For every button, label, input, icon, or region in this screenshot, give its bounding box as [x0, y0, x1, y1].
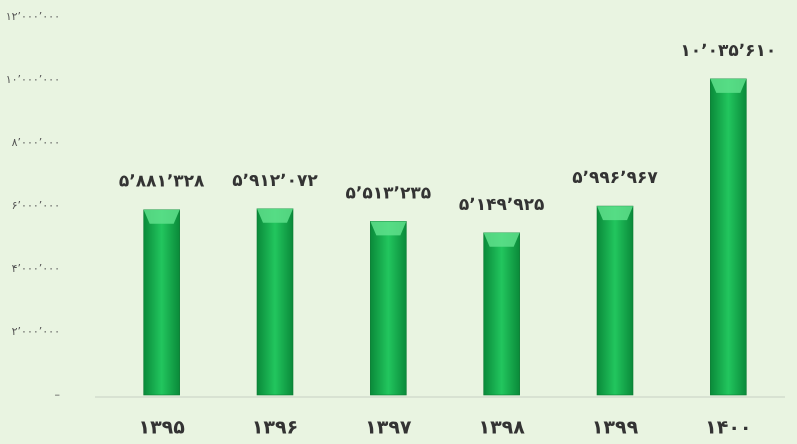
y-tick-label: ۱۲٬۰۰۰٬۰۰۰	[6, 10, 60, 23]
value-label: ۵٬۹۹۶٬۹۶۷	[572, 168, 658, 188]
x-tick-label: ۱۳۹۶	[252, 417, 298, 439]
x-tick-label: ۱۳۹۵	[138, 417, 185, 439]
bar-cap	[483, 232, 520, 247]
y-tick-label: –	[55, 388, 61, 401]
bar	[256, 208, 294, 396]
bar-cap	[597, 206, 633, 221]
bar-cap	[143, 209, 180, 224]
bar	[483, 232, 520, 396]
x-tick-label: ۱۴۰۰	[705, 417, 751, 439]
x-tick-label: ۱۳۹۹	[592, 417, 639, 439]
bar	[370, 221, 407, 396]
value-label: ۵٬۱۴۹٬۹۲۵	[459, 195, 545, 215]
bar-cap	[370, 221, 407, 236]
bar-cap	[257, 208, 293, 223]
y-tick-label: ۲٬۰۰۰٬۰۰۰	[12, 325, 60, 338]
bar	[143, 209, 180, 396]
value-label: ۵٬۹۱۲٬۰۷۲	[232, 171, 318, 191]
bar	[596, 205, 634, 396]
y-tick-label: ۴٬۰۰۰٬۰۰۰	[12, 262, 60, 275]
value-label: ۵٬۸۸۱٬۳۲۸	[119, 172, 205, 192]
x-tick-label: ۱۳۹۸	[478, 417, 525, 439]
bar-cap	[710, 78, 747, 93]
y-tick-label: ۸٬۰۰۰٬۰۰۰	[12, 136, 60, 149]
y-tick-label: ۶٬۰۰۰٬۰۰۰	[12, 199, 60, 212]
y-tick-label: ۱۰٬۰۰۰٬۰۰۰	[6, 73, 60, 86]
x-tick-label: ۱۳۹۷	[365, 417, 412, 439]
value-label: ۱۰٬۰۳۵٬۶۱۰	[680, 41, 776, 61]
bar	[710, 78, 747, 396]
value-label: ۵٬۵۱۳٬۲۳۵	[346, 183, 432, 203]
